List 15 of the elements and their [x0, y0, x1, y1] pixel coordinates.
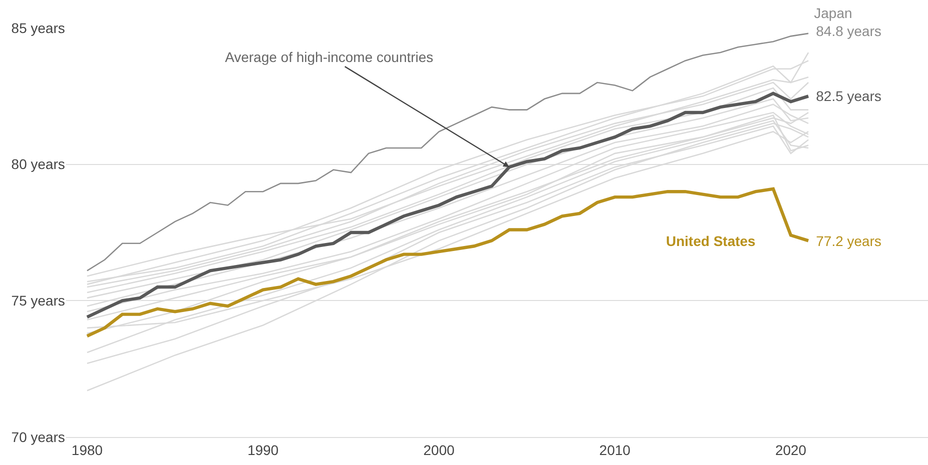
text: United States — [666, 233, 756, 249]
series-label: Japan — [814, 5, 852, 21]
x-tick-label: 2010 — [599, 442, 631, 458]
data-label: 77.2 years — [816, 233, 882, 249]
y-tick-label: 75 years — [11, 292, 65, 309]
x-tick-label: 2000 — [423, 442, 455, 458]
x-tick-label: 2020 — [775, 442, 807, 458]
data-label: 84.8 years — [816, 23, 882, 39]
x-tick-label: 1990 — [247, 442, 279, 458]
x-tick-label: 1980 — [72, 442, 103, 458]
y-tick-label: 80 years — [11, 156, 65, 172]
y-tick-label: 85 years — [11, 20, 65, 36]
data-label: 82.5 years — [816, 88, 882, 104]
annotation: Average of high-income countries — [225, 49, 434, 65]
y-tick-label: 70 years — [11, 428, 65, 445]
